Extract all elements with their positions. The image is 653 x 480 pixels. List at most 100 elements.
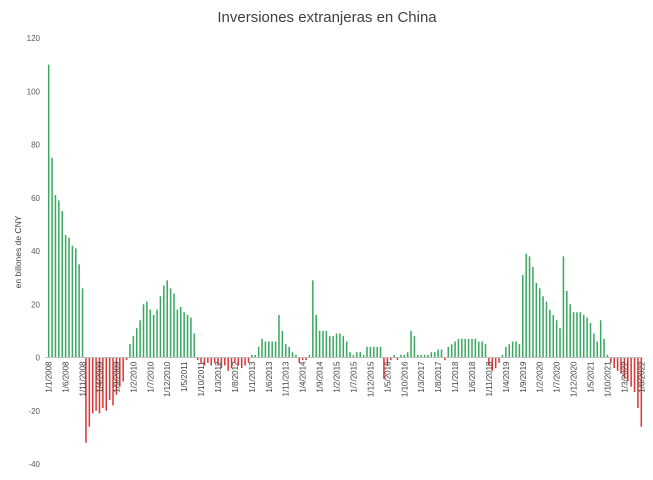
bar <box>525 253 527 358</box>
bar <box>169 288 172 358</box>
x-tick-label: 1/6/2018 <box>468 361 477 393</box>
x-tick-label: 1/10/2016 <box>400 361 409 397</box>
bar <box>85 357 87 443</box>
bar <box>325 330 328 358</box>
bar <box>478 341 480 358</box>
bar <box>132 336 135 358</box>
bar <box>183 312 185 358</box>
bar <box>373 346 375 358</box>
bar <box>261 338 263 358</box>
bar <box>251 354 253 358</box>
bar <box>403 354 406 358</box>
bar <box>627 357 629 382</box>
x-tick-label: 1/9/2009 <box>112 361 121 393</box>
bar <box>281 330 284 358</box>
bar <box>454 341 456 358</box>
bar <box>555 320 558 358</box>
bar <box>437 349 439 358</box>
y-tick-label: -20 <box>28 407 40 416</box>
bar <box>342 336 345 358</box>
bar <box>305 357 307 361</box>
bar <box>400 354 402 358</box>
bar <box>356 352 358 358</box>
bar <box>288 346 290 358</box>
bar <box>491 357 494 371</box>
bar <box>505 346 507 358</box>
x-tick-label: 1/11/2013 <box>282 361 291 397</box>
bar <box>427 354 429 358</box>
y-axis-label: en billones de CNY <box>13 215 23 288</box>
bar <box>376 346 378 358</box>
bar <box>579 312 582 358</box>
bar <box>488 357 490 366</box>
x-tick-label: 1/9/2014 <box>316 361 325 393</box>
bar <box>88 357 91 427</box>
x-tick-label: 1/12/2015 <box>366 361 375 397</box>
bar <box>481 341 483 358</box>
bar <box>461 338 463 358</box>
x-tick-label: 1/4/2019 <box>502 361 511 393</box>
bar <box>613 357 615 369</box>
bar <box>291 352 294 358</box>
bar <box>105 357 108 411</box>
bar <box>54 195 57 358</box>
bar <box>379 346 382 358</box>
x-tick-label: 1/3/2012 <box>214 361 223 393</box>
bar <box>254 354 257 358</box>
x-tick-label: 1/1/2008 <box>45 361 54 393</box>
bar <box>447 346 450 358</box>
x-tick-label: 1/3/2017 <box>417 361 426 393</box>
bar <box>501 354 504 358</box>
bar <box>366 346 368 358</box>
bar <box>420 354 422 358</box>
bar <box>227 357 229 371</box>
bar <box>359 352 361 358</box>
bar <box>610 357 612 363</box>
bar <box>413 336 416 358</box>
x-tick-label: 1/12/2010 <box>163 361 172 397</box>
bar <box>549 309 551 358</box>
bar <box>295 354 297 358</box>
bar <box>108 357 111 401</box>
bar <box>186 314 189 358</box>
bar <box>156 309 158 358</box>
bar <box>552 314 555 358</box>
x-tick-label: 1/5/2016 <box>383 361 392 393</box>
bar <box>433 352 436 358</box>
bar <box>582 314 585 358</box>
x-tick-label: 1/11/2008 <box>79 361 88 397</box>
bar <box>494 357 497 369</box>
bar <box>129 344 131 358</box>
y-tick-label: 0 <box>36 354 41 363</box>
bar <box>515 341 517 358</box>
bar <box>630 357 632 387</box>
bar <box>498 357 500 363</box>
bar <box>444 357 446 361</box>
bar <box>559 328 561 358</box>
x-tick-label: 1/5/2011 <box>180 361 189 392</box>
bar <box>112 357 114 406</box>
x-tick-label: 1/8/2017 <box>434 361 443 393</box>
bar <box>284 344 287 358</box>
y-tick-label: 60 <box>31 194 40 203</box>
bar <box>98 357 101 414</box>
bar <box>237 357 240 366</box>
x-tick-label: 1/1/2013 <box>248 361 257 393</box>
bar <box>528 256 531 358</box>
bar <box>532 266 534 358</box>
y-tick-label: 120 <box>27 34 41 43</box>
bar <box>146 301 148 358</box>
bar <box>210 357 212 366</box>
bar <box>71 245 74 358</box>
bar <box>542 296 544 358</box>
bar <box>423 354 426 358</box>
bar <box>545 301 548 358</box>
bar <box>562 256 565 358</box>
bar <box>308 354 311 358</box>
bar <box>207 357 209 363</box>
bar <box>51 157 53 358</box>
y-tick-label: 40 <box>31 247 40 256</box>
bar <box>95 357 97 411</box>
bar <box>135 328 138 358</box>
x-tick-label: 1/4/2009 <box>95 361 104 393</box>
